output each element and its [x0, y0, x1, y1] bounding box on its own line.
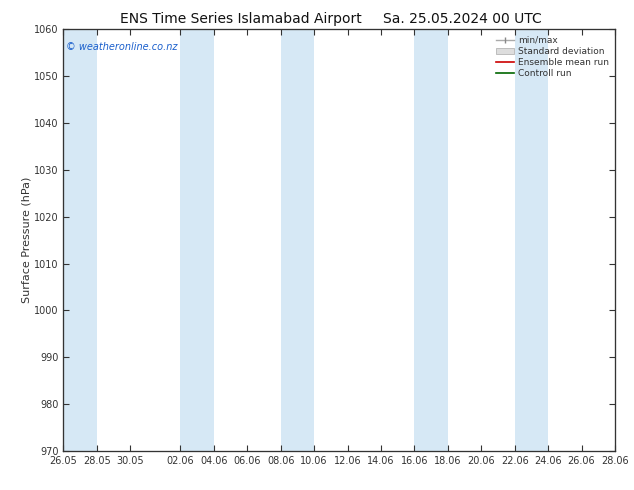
Bar [63, 29, 97, 451]
Text: ENS Time Series Islamabad Airport: ENS Time Series Islamabad Airport [120, 12, 362, 26]
Text: Sa. 25.05.2024 00 UTC: Sa. 25.05.2024 00 UTC [384, 12, 542, 26]
Bar [515, 29, 548, 451]
Y-axis label: Surface Pressure (hPa): Surface Pressure (hPa) [21, 177, 31, 303]
Legend: min/max, Standard deviation, Ensemble mean run, Controll run: min/max, Standard deviation, Ensemble me… [494, 34, 611, 80]
Text: © weatheronline.co.nz: © weatheronline.co.nz [66, 42, 178, 52]
Bar [281, 29, 314, 451]
Bar [181, 29, 214, 451]
Bar [415, 29, 448, 451]
